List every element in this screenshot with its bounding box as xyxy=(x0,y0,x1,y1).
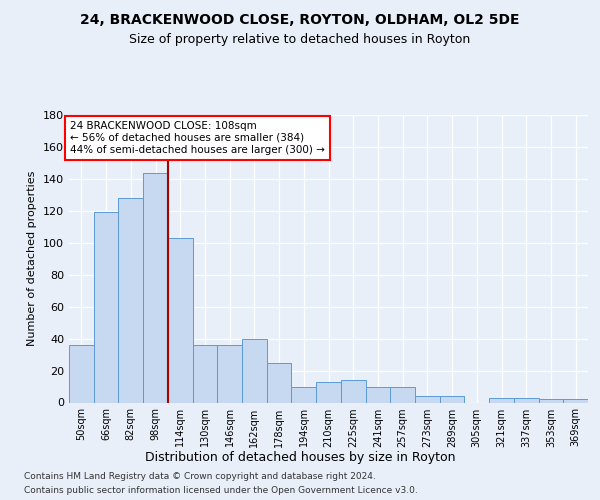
Bar xyxy=(69,345,94,403)
Bar xyxy=(563,400,588,402)
Bar xyxy=(514,398,539,402)
Text: Distribution of detached houses by size in Royton: Distribution of detached houses by size … xyxy=(145,451,455,464)
Bar xyxy=(316,382,341,402)
Bar xyxy=(168,238,193,402)
Y-axis label: Number of detached properties: Number of detached properties xyxy=(28,171,37,346)
Bar xyxy=(193,345,217,403)
Bar xyxy=(341,380,365,402)
Bar xyxy=(242,338,267,402)
Text: Contains public sector information licensed under the Open Government Licence v3: Contains public sector information licen… xyxy=(24,486,418,495)
Bar xyxy=(143,172,168,402)
Bar xyxy=(440,396,464,402)
Bar xyxy=(390,386,415,402)
Bar xyxy=(292,386,316,402)
Bar xyxy=(365,386,390,402)
Bar xyxy=(489,398,514,402)
Text: 24 BRACKENWOOD CLOSE: 108sqm
← 56% of detached houses are smaller (384)
44% of s: 24 BRACKENWOOD CLOSE: 108sqm ← 56% of de… xyxy=(70,122,325,154)
Bar xyxy=(94,212,118,402)
Bar xyxy=(539,400,563,402)
Text: 24, BRACKENWOOD CLOSE, ROYTON, OLDHAM, OL2 5DE: 24, BRACKENWOOD CLOSE, ROYTON, OLDHAM, O… xyxy=(80,12,520,26)
Bar xyxy=(217,345,242,403)
Text: Contains HM Land Registry data © Crown copyright and database right 2024.: Contains HM Land Registry data © Crown c… xyxy=(24,472,376,481)
Bar xyxy=(118,198,143,402)
Text: Size of property relative to detached houses in Royton: Size of property relative to detached ho… xyxy=(130,32,470,46)
Bar xyxy=(267,362,292,403)
Bar xyxy=(415,396,440,402)
